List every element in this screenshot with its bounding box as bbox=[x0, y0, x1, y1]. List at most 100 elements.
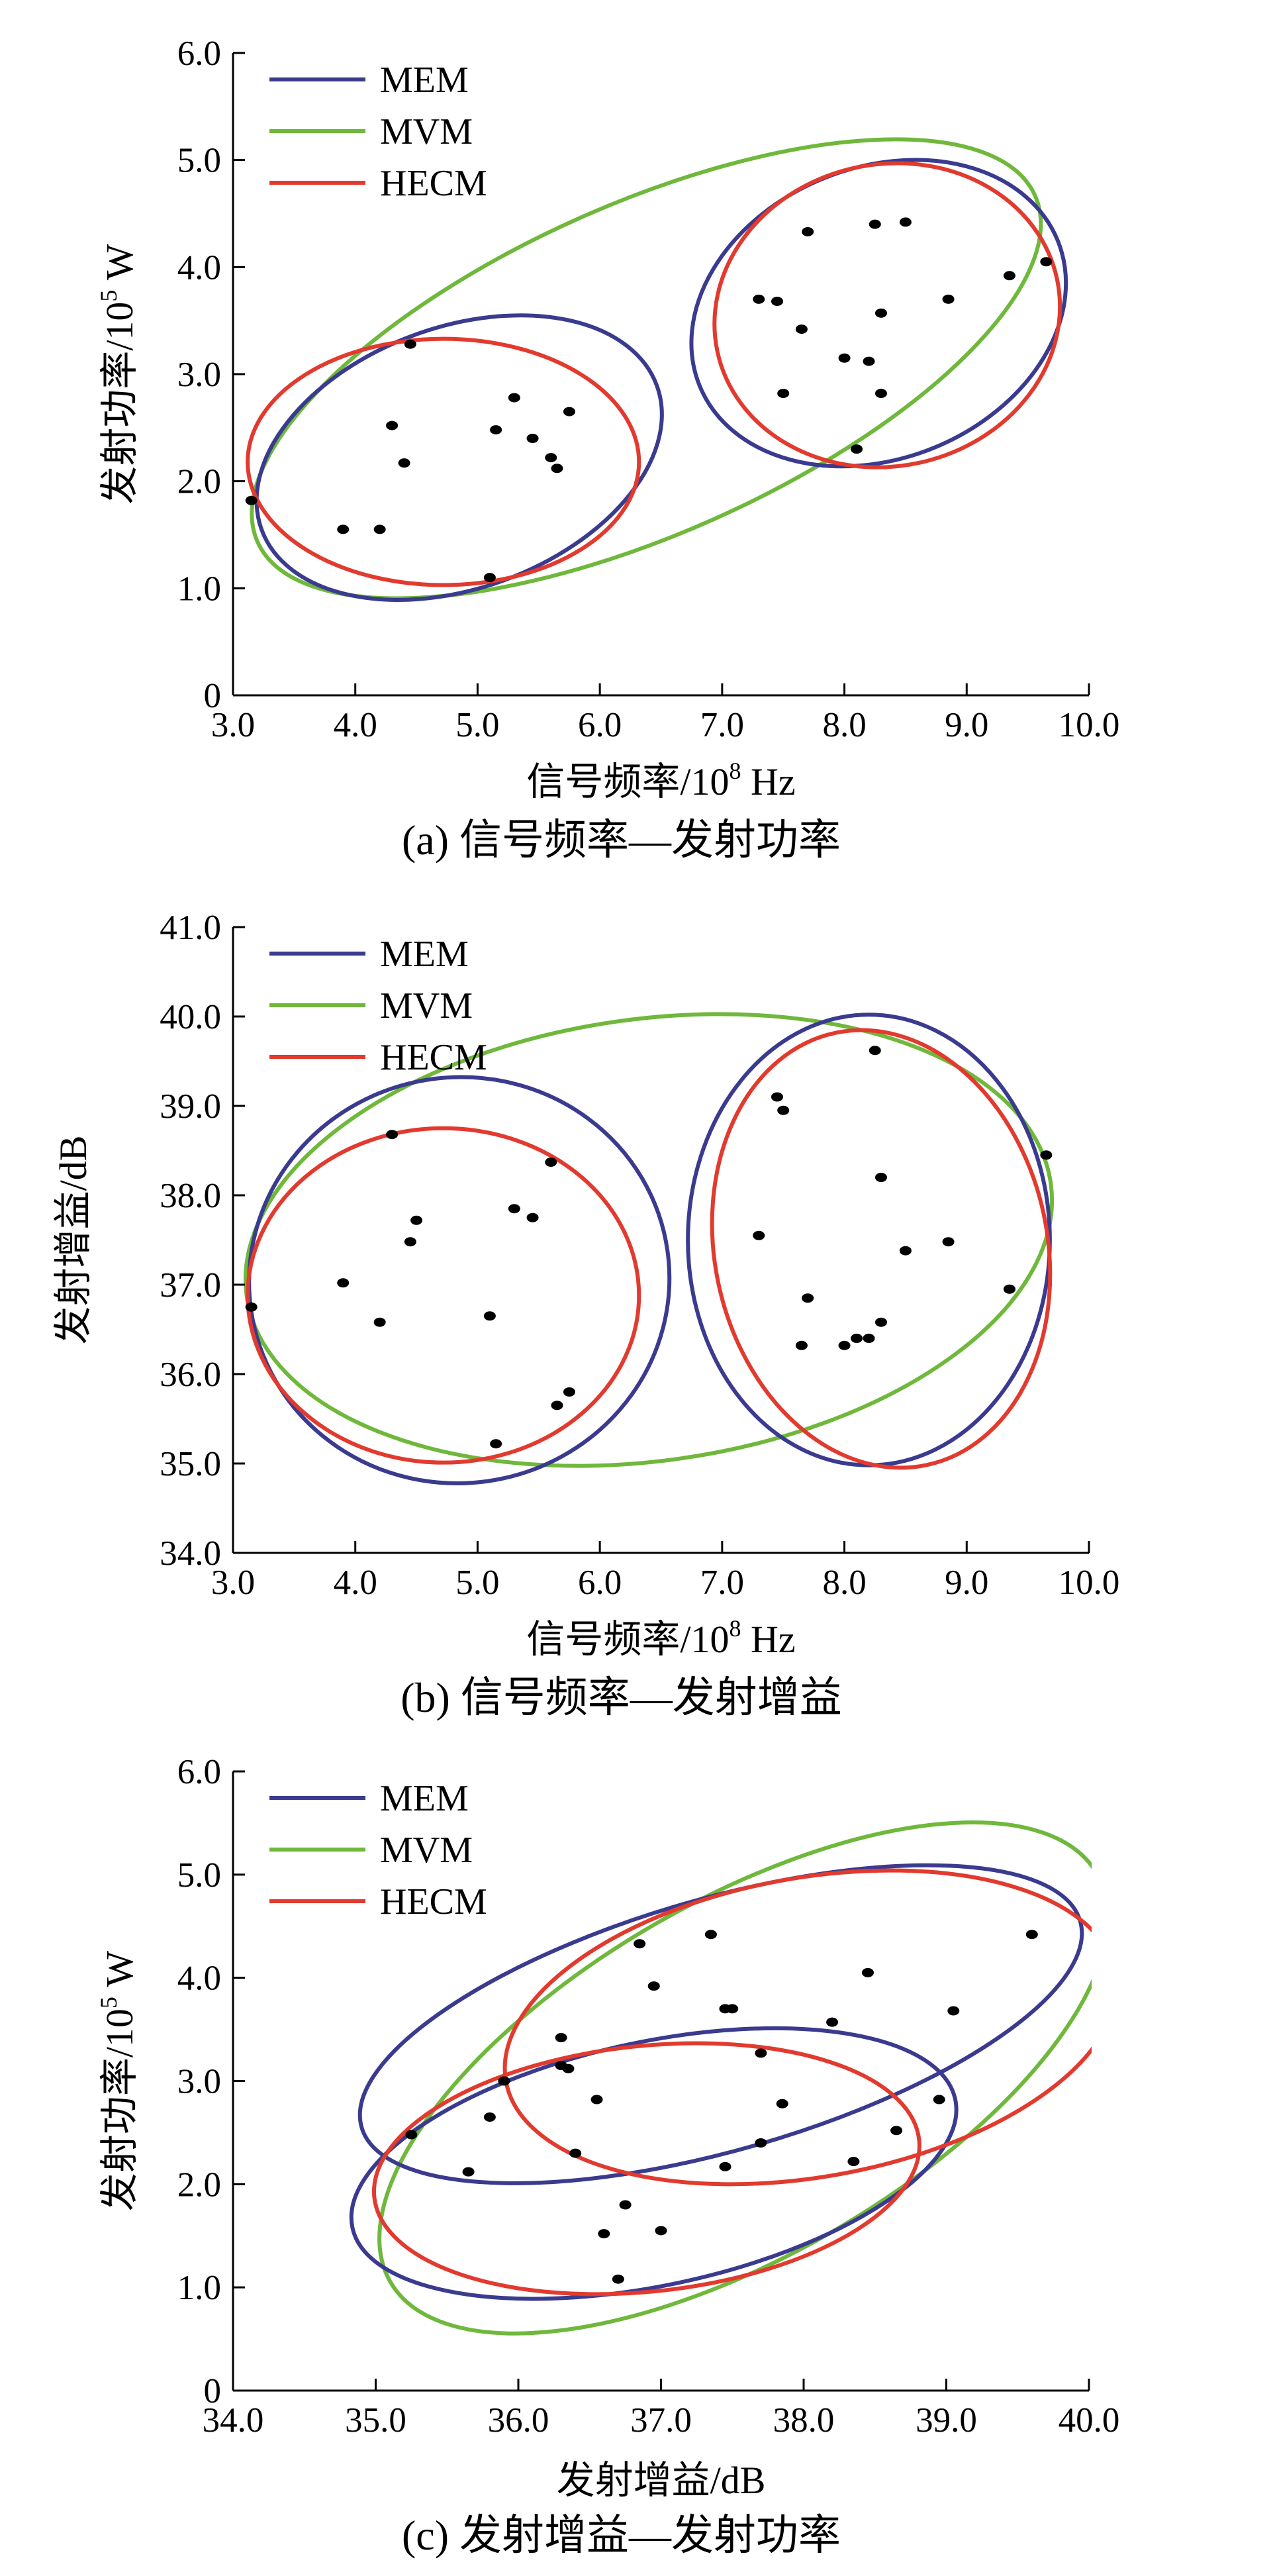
data-point bbox=[634, 1939, 646, 1949]
data-point bbox=[874, 1317, 887, 1327]
y-tick-label: 0 bbox=[204, 2372, 222, 2410]
data-point bbox=[562, 2063, 575, 2073]
data-point bbox=[398, 458, 410, 468]
x-tick-label: 35.0 bbox=[345, 2401, 406, 2440]
y-tick-label: 36.0 bbox=[160, 1356, 221, 1394]
y-tick-label: 35.0 bbox=[160, 1445, 221, 1483]
data-point bbox=[947, 2006, 960, 2016]
legend: MEM MVM HECM bbox=[269, 1778, 487, 1922]
panel-caption: (a) 信号频率—发射功率 bbox=[402, 817, 841, 864]
data-point bbox=[545, 453, 557, 463]
data-point bbox=[753, 1230, 765, 1240]
x-tick-label: 3.0 bbox=[211, 706, 255, 744]
x-tick-label: 36.0 bbox=[488, 2401, 549, 2440]
data-point bbox=[1025, 1930, 1038, 1940]
data-point bbox=[771, 297, 783, 307]
ellipse-hecm-5 bbox=[712, 161, 1062, 470]
data-point bbox=[245, 1302, 258, 1312]
data-point bbox=[655, 2226, 667, 2236]
data-point bbox=[777, 389, 790, 399]
x-tick-label: 4.0 bbox=[334, 1563, 377, 1602]
chart-panel-1: 3.0 4.0 5.0 6.0 7.0 8.0 9.0 10.0 0 1.0 2.0 3.0 4.0 5.… bbox=[95, 34, 1119, 864]
data-point bbox=[795, 324, 808, 334]
data-point bbox=[563, 1387, 575, 1397]
y-tick-label: 41.0 bbox=[160, 909, 221, 947]
data-point bbox=[569, 2148, 582, 2158]
data-point bbox=[483, 2112, 496, 2122]
y-tick-label: 4.0 bbox=[177, 1959, 221, 1998]
data-point bbox=[851, 1334, 863, 1343]
y-tick-label: 0 bbox=[204, 677, 222, 715]
data-point bbox=[386, 421, 399, 430]
data-point bbox=[647, 1981, 660, 1991]
data-point bbox=[483, 573, 496, 583]
data-point bbox=[619, 2200, 632, 2210]
data-point bbox=[462, 2167, 475, 2177]
data-point bbox=[1003, 1284, 1015, 1294]
data-point bbox=[942, 294, 955, 304]
data-point bbox=[405, 2130, 418, 2140]
data-point bbox=[1040, 257, 1053, 267]
x-tick-label: 10.0 bbox=[1059, 1563, 1120, 1602]
data-point bbox=[795, 1340, 808, 1350]
data-point bbox=[899, 217, 912, 227]
x-tick-label: 6.0 bbox=[578, 1563, 622, 1602]
data-point bbox=[410, 1215, 423, 1225]
x-axis-label: 信号频率/108 Hz bbox=[526, 1615, 795, 1661]
data-point bbox=[874, 389, 887, 399]
x-tick-label: 7.0 bbox=[700, 706, 744, 744]
y-tick-label: 37.0 bbox=[160, 1266, 221, 1305]
x-tick-label: 9.0 bbox=[945, 706, 988, 744]
y-axis-label: 发射增益/dB bbox=[52, 1136, 95, 1345]
data-point bbox=[551, 464, 563, 473]
x-tick-label: 5.0 bbox=[455, 1563, 499, 1602]
data-point bbox=[490, 1439, 502, 1449]
ellipse-hecm-4 bbox=[502, 1868, 1092, 2187]
x-axis-label: 信号频率/108 Hz bbox=[526, 758, 795, 803]
legend-label-mvm: MVM bbox=[380, 111, 473, 152]
chart-panel-2: 3.0 4.0 5.0 6.0 7.0 8.0 9.0 10.0 34.0 35.0 36.0 37.… bbox=[52, 909, 1119, 1721]
y-axis-label: 发射功率/105 W bbox=[95, 1951, 141, 2212]
legend-label-mem: MEM bbox=[380, 60, 469, 101]
data-point bbox=[490, 425, 502, 435]
y-tick-label: 2.0 bbox=[177, 463, 221, 501]
data-point bbox=[404, 1237, 416, 1247]
data-point bbox=[942, 1237, 955, 1247]
data-point bbox=[874, 308, 887, 318]
data-point bbox=[612, 2274, 624, 2284]
chart-panel-3: 34.0 35.0 36.0 37.0 38.0 39.0 40.0 0 1.0 2.0 3.0 4.… bbox=[95, 1753, 1119, 2559]
x-tick-label: 3.0 bbox=[211, 1563, 255, 1602]
x-tick-label: 4.0 bbox=[334, 706, 377, 744]
ellipse-mvm-1 bbox=[250, 137, 1043, 601]
data-point bbox=[753, 294, 765, 304]
legend: MEM MVM HECM bbox=[269, 60, 487, 204]
data-point bbox=[847, 2157, 860, 2167]
ellipse-mem-2 bbox=[254, 313, 664, 602]
data-point bbox=[526, 1213, 539, 1222]
y-tick-label: 1.0 bbox=[177, 2269, 221, 2307]
ellipse-hecm-5 bbox=[372, 2041, 921, 2297]
data-point bbox=[777, 1105, 790, 1115]
data-point bbox=[386, 1130, 399, 1140]
data-point bbox=[719, 2161, 731, 2171]
data-point bbox=[551, 1401, 563, 1411]
ellipse-hecm-5 bbox=[710, 1028, 1053, 1470]
y-tick-label: 1.0 bbox=[177, 570, 221, 608]
data-point bbox=[337, 1278, 350, 1288]
data-point bbox=[899, 1246, 912, 1256]
x-tick-label: 10.0 bbox=[1059, 706, 1120, 744]
legend-label-mvm: MVM bbox=[380, 985, 473, 1026]
ellipse-mem-4 bbox=[686, 1013, 1052, 1467]
data-point bbox=[598, 2229, 610, 2239]
ellipse-hecm-3 bbox=[246, 1126, 641, 1465]
legend-label-mem: MEM bbox=[380, 1778, 469, 1819]
data-point bbox=[776, 2099, 788, 2108]
data-point bbox=[874, 1173, 887, 1182]
y-tick-label: 40.0 bbox=[160, 998, 221, 1036]
panel-caption: (b) 信号频率—发射增益 bbox=[401, 1674, 842, 1721]
y-tick-label: 2.0 bbox=[177, 2165, 221, 2204]
data-point bbox=[1040, 1150, 1053, 1160]
data-point bbox=[863, 1334, 875, 1343]
ellipse-group bbox=[246, 137, 1068, 602]
y-tick-label: 34.0 bbox=[160, 1534, 221, 1573]
